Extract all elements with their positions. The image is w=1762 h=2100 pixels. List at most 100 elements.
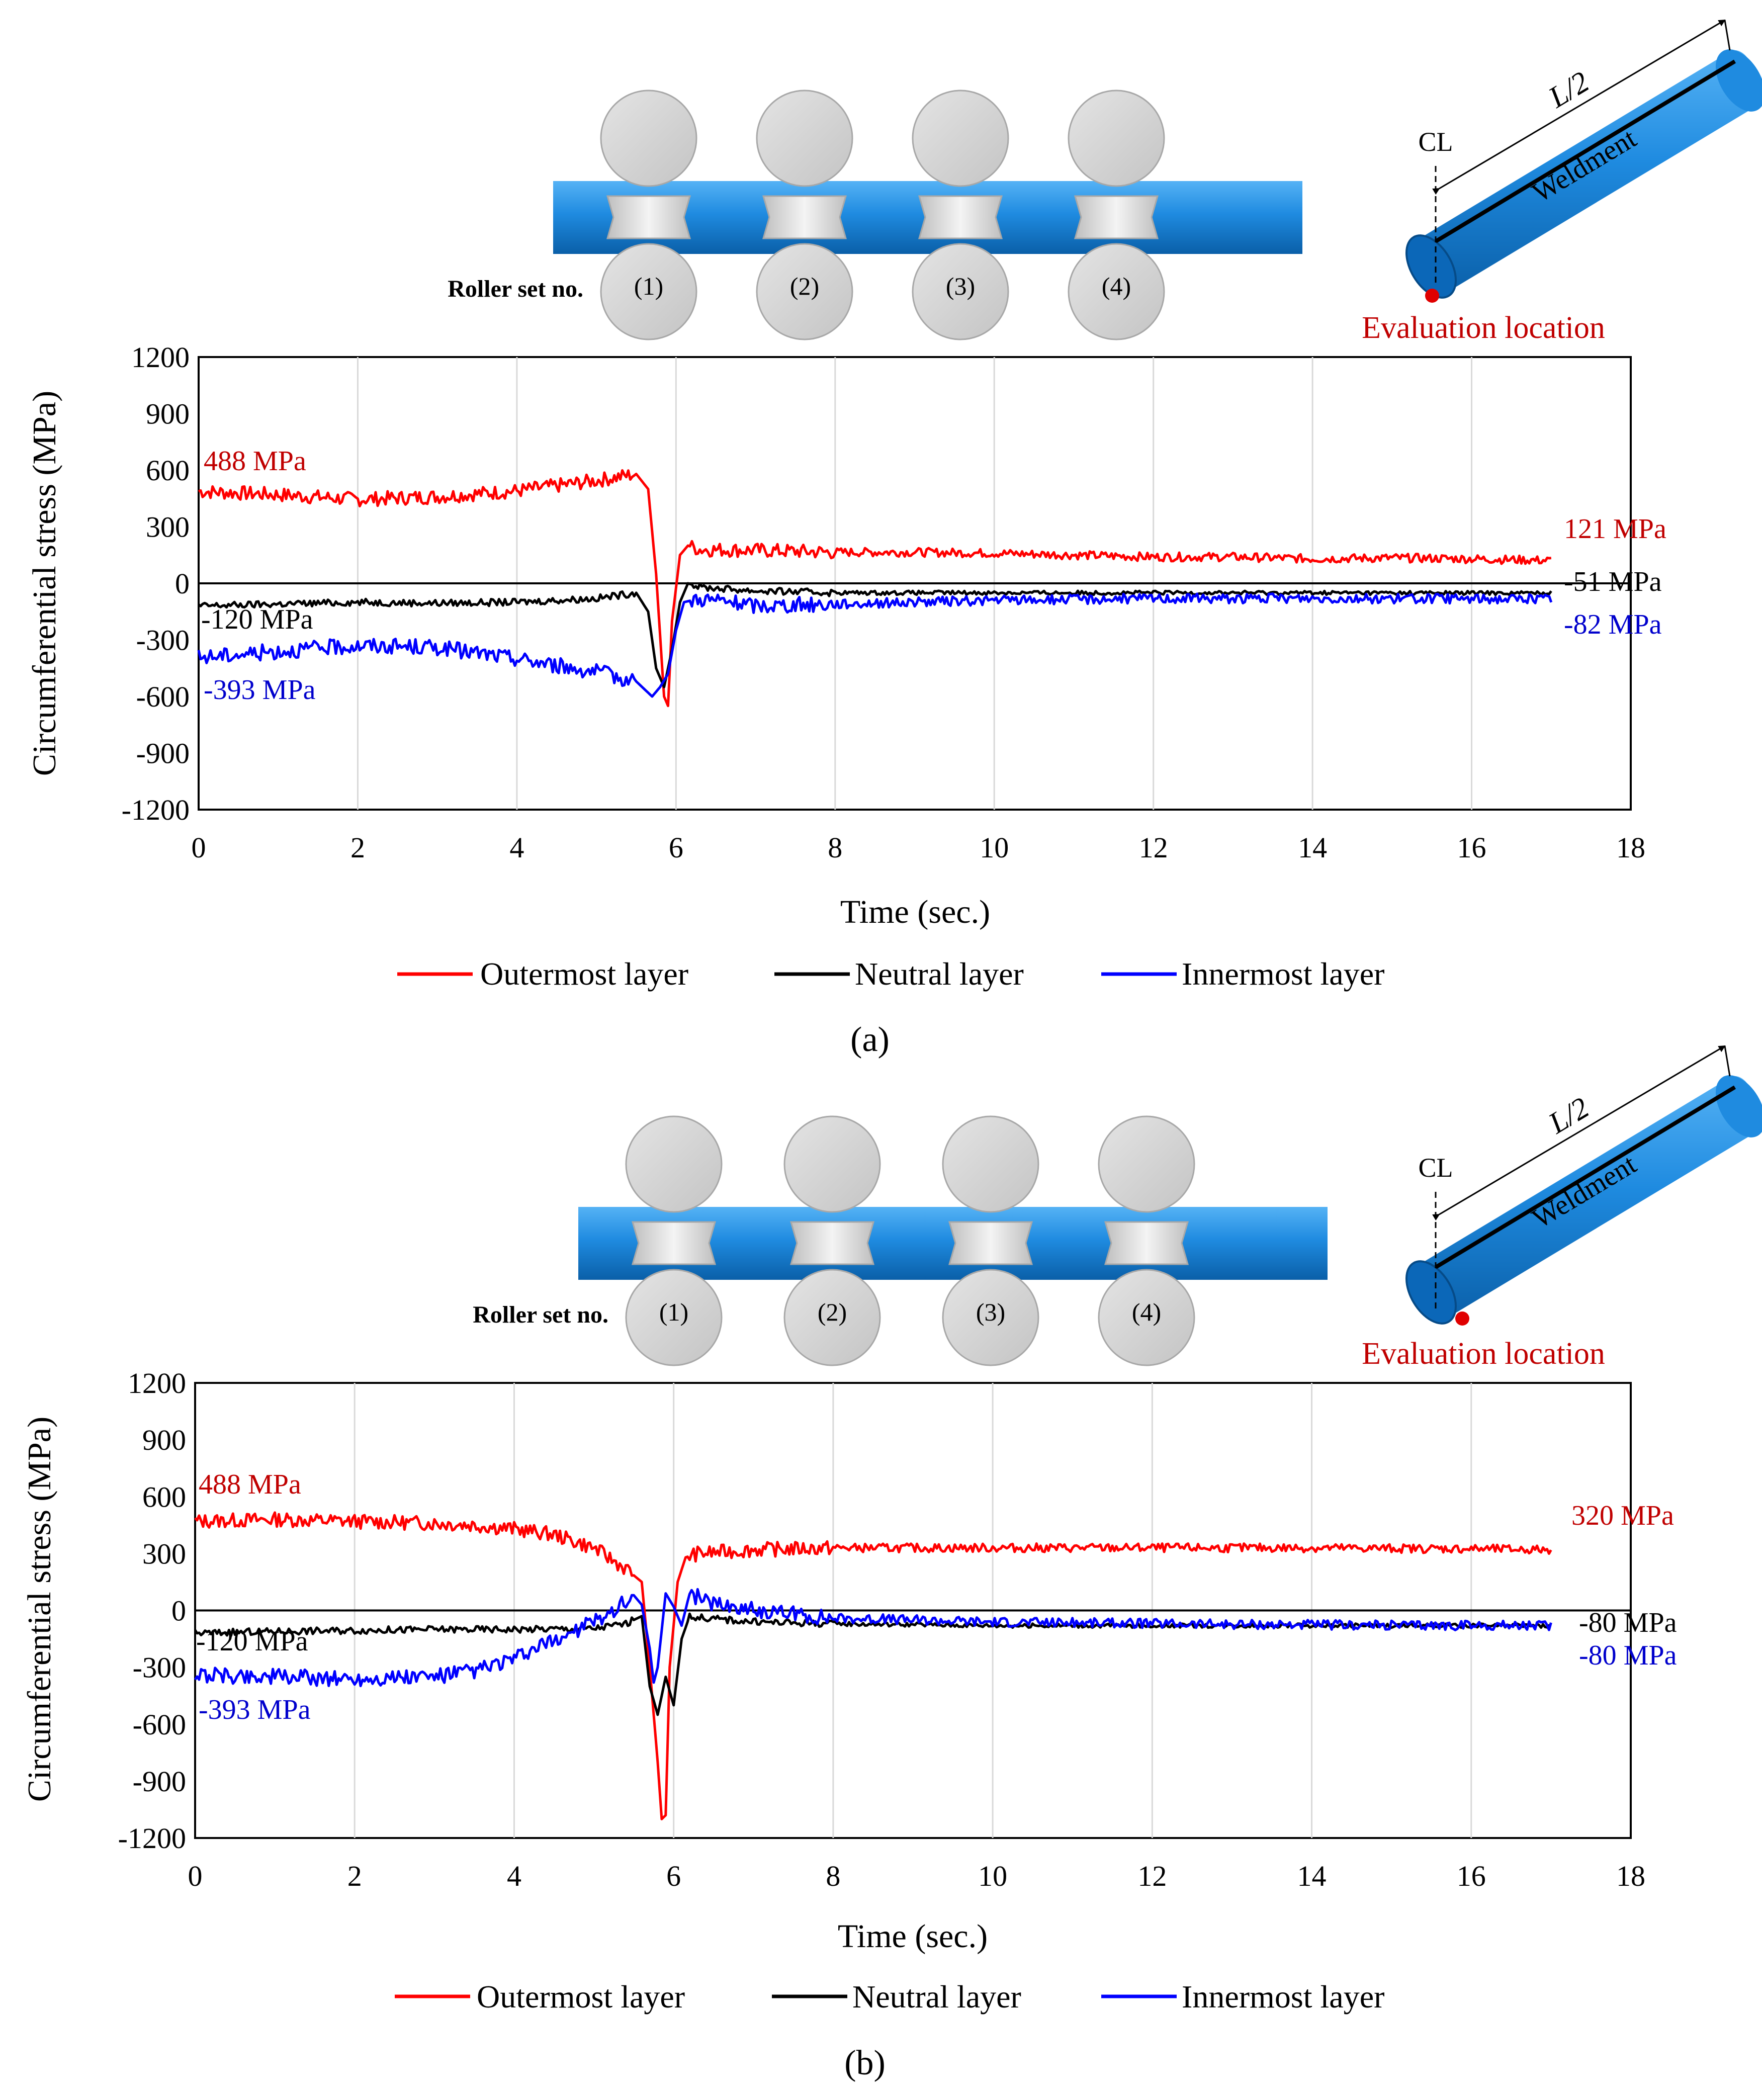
roller-set-label: (1) (659, 1298, 688, 1326)
roller-set: (2) (756, 90, 853, 340)
annotation-121: 121 MPa (1564, 513, 1666, 545)
x-tick-label: 8 (828, 831, 842, 864)
legend: Outermost layer Neutral layer Innermost … (395, 1979, 1384, 2015)
annotation-minus51: -51 MPa (1564, 566, 1662, 597)
series-line-outermost-layer (198, 469, 1552, 708)
stress-chart-b: 1200 900 600 300 0 -300 -600 -900 -1200 0 2 4 6 8 10 1… (21, 1367, 1677, 2015)
legend: Outermost layer Neutral layer Innermost … (397, 956, 1384, 992)
y-tick-label: 900 (142, 1424, 186, 1456)
roller-set: (3) (942, 1115, 1039, 1366)
x-tick-label: 16 (1457, 1860, 1486, 1892)
roller-set: (1) (600, 90, 697, 340)
series-line-neutral-layer (194, 1612, 1551, 1716)
y-tick-label: 0 (175, 567, 190, 600)
annotation-minus82: -82 MPa (1564, 609, 1662, 640)
y-tick-label: 600 (146, 454, 190, 487)
roller-set-label: (2) (818, 1298, 847, 1326)
half-length-label: L/2 (1543, 1091, 1595, 1140)
x-tick-label: 6 (669, 831, 683, 864)
y-tick-label: 300 (142, 1537, 186, 1570)
x-tick-label: 2 (347, 1860, 362, 1892)
roller-set-title: Roller set no. (473, 1301, 608, 1328)
y-tick-label: 1200 (131, 341, 190, 374)
pipe-schematic: CL L/2 Weldment Evaluation location (1362, 1045, 1762, 1371)
x-tick-label: 12 (1139, 831, 1168, 864)
series-lines (197, 469, 1553, 708)
legend-label-neutral: Neutral layer (852, 1979, 1021, 2015)
x-tick-label: 16 (1457, 831, 1486, 864)
panel-caption-b: (b) (844, 2044, 886, 2082)
roller-set-label: (1) (634, 272, 663, 300)
y-tick-label: -600 (133, 1708, 186, 1741)
evaluation-label: Evaluation location (1362, 1337, 1605, 1371)
x-tick-label: 18 (1616, 831, 1645, 864)
centerline-label: CL (1418, 1153, 1453, 1183)
series-line-neutral-layer (198, 582, 1552, 688)
roller-set-label: (4) (1102, 272, 1131, 300)
legend-label-outer: Outermost layer (480, 956, 688, 992)
pipe-schematic: CL L/2 Weldment Evaluation location (1362, 19, 1762, 345)
y-axis-ticks: 1200 900 600 300 0 -300 -600 -900 -1200 (118, 1367, 186, 1855)
x-tick-label: 8 (826, 1860, 840, 1892)
y-tick-label: 900 (146, 398, 190, 430)
panel-b: (1) (2) (3) (4) Roller set no. (21, 1045, 1762, 2082)
annotation-minus393: -393 MPa (199, 1694, 311, 1725)
x-tick-label: 10 (980, 831, 1009, 864)
series-line-outermost-layer (194, 1511, 1552, 1820)
x-axis-label: Time (sec.) (840, 894, 990, 930)
annotation-488: 488 MPa (199, 1469, 301, 1500)
series-lines (194, 1511, 1552, 1820)
annotation-488: 488 MPa (204, 446, 306, 477)
annotation-minus80-inner: -80 MPa (1579, 1640, 1677, 1671)
y-tick-label: -900 (136, 737, 190, 770)
half-length-label: L/2 (1543, 65, 1595, 114)
x-tick-label: 0 (188, 1860, 203, 1892)
roller-set: (4) (1068, 90, 1165, 340)
y-axis-label: Circumferential stress (MPa) (26, 391, 63, 776)
x-tick-label: 0 (192, 831, 206, 864)
centerline-label: CL (1418, 127, 1453, 157)
panel-caption-a: (a) (850, 1020, 890, 1059)
legend-label-neutral: Neutral layer (855, 956, 1024, 992)
y-tick-label: 0 (171, 1595, 186, 1627)
legend-label-outer: Outermost layer (477, 1979, 685, 2015)
y-tick-label: -1200 (122, 794, 190, 826)
x-tick-label: 4 (507, 1860, 521, 1892)
series-line-innermost-layer (197, 592, 1553, 698)
x-tick-label: 2 (350, 831, 365, 864)
dimension-arrow (1432, 19, 1726, 195)
annotation-320: 320 MPa (1571, 1500, 1674, 1531)
roller-set-title: Roller set no. (448, 276, 583, 302)
stress-chart-a: 1200 900 600 300 0 -300 -600 -900 -1200 0 2 4 6 8 10 1… (26, 341, 1666, 992)
y-tick-label: -300 (136, 624, 190, 657)
x-tick-label: 18 (1616, 1860, 1645, 1892)
roller-set: (3) (912, 90, 1009, 340)
legend-label-inner: Innermost layer (1182, 1979, 1384, 2015)
y-tick-label: -900 (133, 1765, 186, 1798)
y-tick-label: -600 (136, 680, 190, 713)
x-tick-label: 14 (1298, 831, 1327, 864)
roller-schematic: (1) (2) (3) (4) Roller set no. (473, 1115, 1328, 1366)
y-axis-ticks: 1200 900 600 300 0 -300 -600 -900 -1200 (122, 341, 190, 826)
roller-set: (2) (783, 1115, 881, 1366)
legend-label-inner: Innermost layer (1182, 956, 1384, 992)
annotation-minus120: -120 MPa (201, 604, 313, 635)
x-tick-label: 10 (978, 1860, 1007, 1892)
evaluation-point (1455, 1311, 1469, 1326)
y-tick-label: 1200 (128, 1367, 186, 1399)
x-axis-ticks: 0 2 4 6 8 10 12 14 16 18 (192, 831, 1646, 864)
roller-set-label: (4) (1132, 1298, 1161, 1326)
x-tick-label: 6 (666, 1860, 681, 1892)
evaluation-label: Evaluation location (1362, 311, 1605, 345)
panel-a: (1) (2) (3) (4) Roller set no. (26, 19, 1762, 1059)
roller-set-label: (3) (946, 272, 975, 300)
roller-schematic: (1) (2) (3) (4) Roller set no. (448, 90, 1302, 340)
x-axis-ticks: 0 2 4 6 8 10 12 14 16 18 (188, 1860, 1646, 1892)
annotation-minus393: -393 MPa (204, 674, 316, 706)
x-tick-label: 12 (1137, 1860, 1167, 1892)
annotation-minus80-neutral: -80 MPa (1579, 1607, 1677, 1638)
series-line-innermost-layer (194, 1588, 1552, 1688)
roller-set: (4) (1098, 1115, 1195, 1366)
x-tick-label: 14 (1297, 1860, 1327, 1892)
